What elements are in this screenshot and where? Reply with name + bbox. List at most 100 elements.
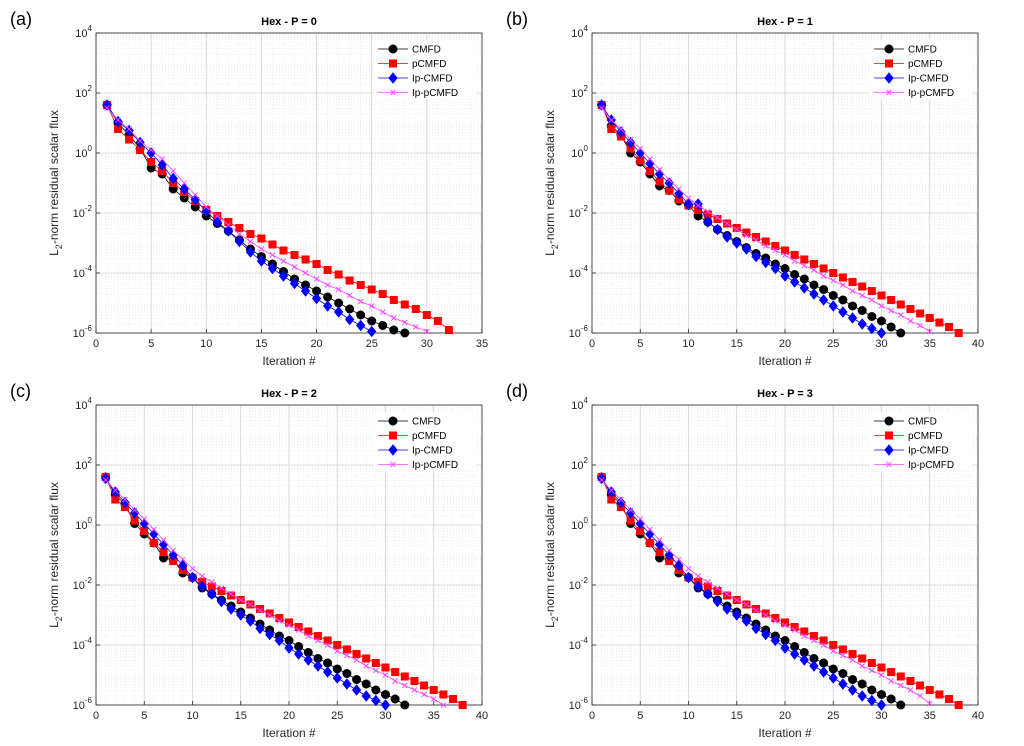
data-point xyxy=(313,660,323,672)
data-point xyxy=(885,59,893,68)
data-point xyxy=(333,641,342,649)
data-point xyxy=(867,659,876,667)
data-point xyxy=(858,282,867,291)
x-tick-label: 15 xyxy=(731,710,743,722)
data-point xyxy=(371,694,381,707)
data-point xyxy=(848,675,858,684)
y-axis-label: L2-norm residual scalar flux xyxy=(47,110,64,256)
data-point xyxy=(790,276,800,288)
data-point xyxy=(800,627,809,636)
data-point xyxy=(618,126,624,132)
data-point xyxy=(379,309,386,315)
data-point xyxy=(916,309,925,318)
data-point xyxy=(225,222,232,228)
data-point xyxy=(954,701,963,709)
series-layer xyxy=(102,99,453,338)
data-point xyxy=(104,105,110,111)
data-point xyxy=(390,89,396,96)
legend-label: CMFD xyxy=(412,45,441,56)
data-point xyxy=(236,231,243,237)
axes-frame xyxy=(95,32,483,334)
data-point xyxy=(439,690,448,699)
data-point xyxy=(877,291,886,300)
data-point xyxy=(361,690,371,702)
data-point xyxy=(664,177,674,189)
data-point xyxy=(391,668,400,676)
data-point xyxy=(724,591,730,597)
data-point xyxy=(907,687,914,693)
data-point xyxy=(637,516,644,522)
y-tick-label: 10-6 xyxy=(569,324,589,340)
data-point xyxy=(743,601,750,608)
data-point xyxy=(782,252,788,258)
data-point xyxy=(713,215,722,223)
data-point xyxy=(199,573,205,579)
data-point xyxy=(236,609,246,621)
data-point xyxy=(598,477,605,483)
data-point xyxy=(888,678,894,684)
data-point xyxy=(780,642,790,654)
data-point xyxy=(226,603,236,615)
data-point xyxy=(388,44,398,54)
data-point xyxy=(276,618,283,624)
x-tick-label: 0 xyxy=(589,338,595,350)
data-point xyxy=(800,255,809,264)
data-point xyxy=(820,273,827,279)
y-tick-label: 10-6 xyxy=(73,696,93,712)
data-point xyxy=(741,615,752,627)
data-point xyxy=(356,281,365,289)
data-point xyxy=(878,303,885,309)
data-point xyxy=(811,637,817,644)
data-point xyxy=(207,588,217,600)
data-point xyxy=(356,319,366,332)
data-point xyxy=(351,684,362,696)
legend-item-cmfd: CMFD xyxy=(378,44,441,56)
data-point xyxy=(858,654,867,663)
x-tick-label: 40 xyxy=(972,710,984,722)
data-point xyxy=(703,216,713,228)
data-point xyxy=(704,208,711,215)
data-point xyxy=(761,237,770,246)
data-point xyxy=(916,681,925,690)
data-point xyxy=(869,667,875,674)
data-point xyxy=(344,652,350,659)
data-point xyxy=(401,319,408,326)
legend-item-ip-cmfd: Ip-CMFD xyxy=(874,444,949,457)
data-point xyxy=(819,658,829,668)
legend-label: pCMFD xyxy=(908,59,942,70)
y-tick-label: 100 xyxy=(571,144,588,160)
data-point xyxy=(178,559,188,572)
data-point xyxy=(400,672,409,681)
legend-label: Ip-CMFD xyxy=(908,74,949,85)
data-point xyxy=(772,247,779,254)
data-point xyxy=(234,235,245,248)
data-point xyxy=(400,300,409,309)
data-point xyxy=(917,693,923,699)
data-point xyxy=(885,431,893,440)
data-point xyxy=(228,591,234,597)
data-point xyxy=(378,290,387,298)
data-point xyxy=(126,126,132,132)
data-point xyxy=(433,317,442,325)
data-point xyxy=(732,237,742,249)
data-point xyxy=(637,145,644,152)
data-point xyxy=(674,559,684,572)
x-tick-label: 25 xyxy=(331,710,343,722)
data-point xyxy=(597,99,607,111)
data-point xyxy=(324,642,331,648)
data-point xyxy=(954,329,963,337)
y-tick-label: 100 xyxy=(571,516,588,532)
data-point xyxy=(849,288,856,294)
data-point xyxy=(656,166,663,173)
data-point xyxy=(389,59,397,68)
data-point xyxy=(247,238,254,245)
y-axis-label-group: L2-norm residual scalar flux xyxy=(47,482,64,628)
x-tick-label: 25 xyxy=(827,338,839,350)
legend-item-pcmfd: pCMFD xyxy=(378,431,446,442)
data-point xyxy=(401,682,408,689)
data-point xyxy=(245,246,256,258)
series-ip-pcmfd xyxy=(598,105,933,335)
data-point xyxy=(322,666,333,678)
data-point xyxy=(886,89,892,96)
data-point xyxy=(645,539,654,547)
